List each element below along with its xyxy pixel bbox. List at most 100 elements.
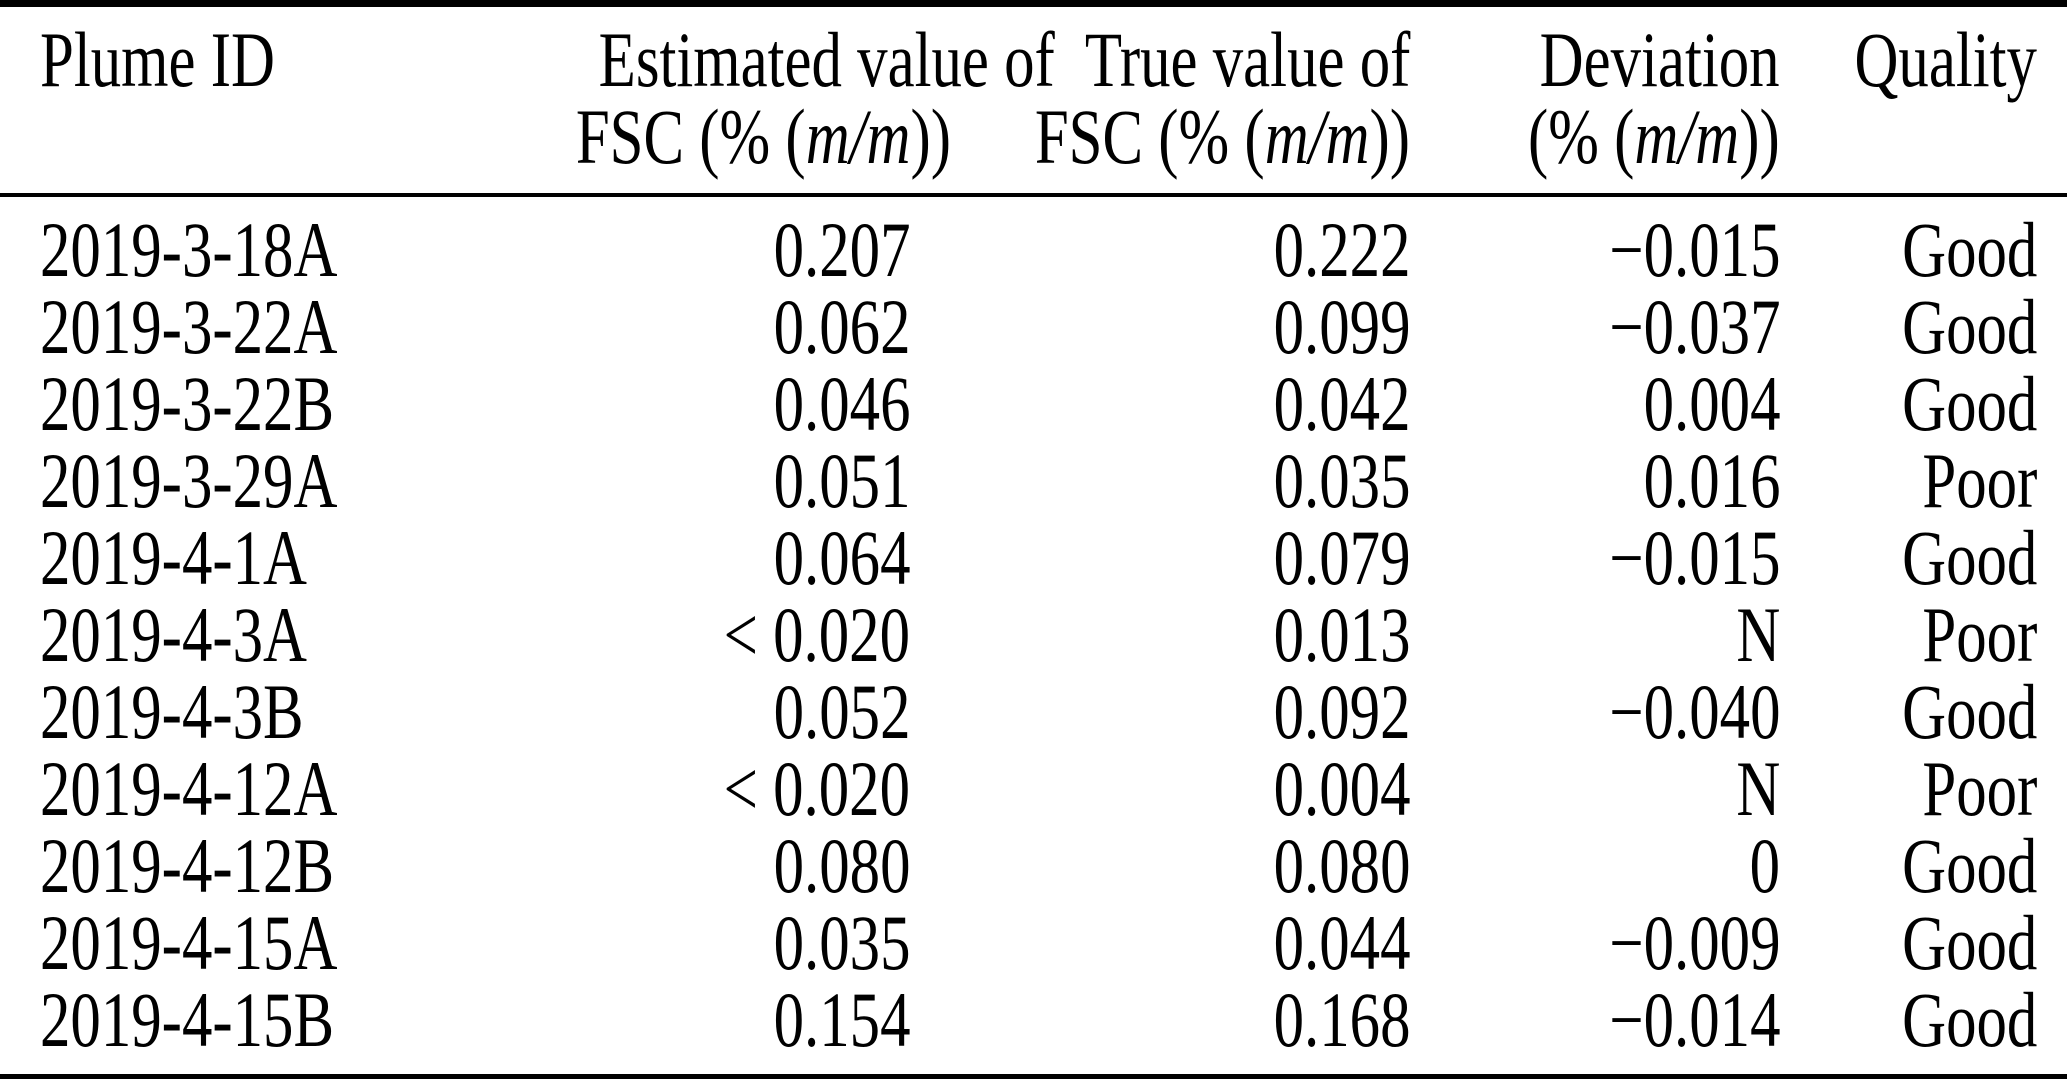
cell-text: 0.064	[773, 514, 910, 601]
table-row: 2019-4-15B 0.154 0.168 −0.014 Good	[0, 981, 2067, 1077]
unit-math: m/m	[805, 93, 911, 180]
cell-quality: Poor	[1780, 596, 2067, 674]
cell-text: −0.015	[1608, 514, 1780, 601]
cell-true-value: 0.080	[910, 822, 1410, 909]
cell-text: 0.079	[1273, 514, 1410, 601]
cell-text: 0.207	[773, 206, 910, 293]
table-row: 2019-3-29A 0.051 0.035 0.016 Poor	[0, 437, 2067, 524]
cell-plume-id: 2019-3-22A	[0, 288, 470, 366]
cell-text: −0.040	[1608, 668, 1780, 755]
cell-deviation: −0.015	[1410, 514, 1780, 601]
header-row: Plume ID Estimated value of FSC (% (m/m)…	[0, 3, 2067, 197]
header-label-line1: True value of	[1084, 16, 1410, 103]
cell-text: 0.080	[1273, 822, 1410, 909]
cell-text: 2019-3-22B	[40, 360, 335, 447]
cell-text: 0.154	[773, 976, 910, 1063]
cell-deviation: −0.009	[1410, 899, 1780, 986]
cell-text: Good	[1901, 206, 2037, 293]
table-row: 2019-3-22B 0.046 0.042 0.004 Good	[0, 360, 2067, 447]
cell-text: N	[1736, 591, 1780, 678]
cell-text: Good	[1901, 668, 2037, 755]
cell-deviation: 0	[1410, 822, 1780, 909]
cell-text: −0.037	[1608, 283, 1780, 370]
cell-deviation: −0.040	[1410, 668, 1780, 755]
unit-math: m/m	[1264, 93, 1370, 180]
cell-text: 0.099	[1273, 283, 1410, 370]
cell-quality: Good	[1780, 822, 2067, 909]
cell-text: 0.044	[1273, 899, 1410, 986]
cell-deviation: N	[1410, 591, 1780, 678]
header-label-line2: FSC (% (m/m))	[575, 93, 952, 180]
cell-text: 0.035	[773, 899, 910, 986]
cell-text: 0.035	[1273, 437, 1410, 524]
cell-text: 2019-3-18A	[40, 206, 338, 293]
cell-plume-id: 2019-3-29A	[0, 442, 470, 520]
cell-true-value: 0.092	[910, 668, 1410, 755]
cell-text: −0.015	[1608, 206, 1780, 293]
cell-estimated: 0.046	[470, 360, 910, 447]
cell-text: 0.004	[1273, 745, 1410, 832]
unit-math: m/m	[1634, 93, 1740, 180]
cell-plume-id: 2019-4-15B	[0, 981, 470, 1077]
header-label-line2: FSC (% (m/m))	[1034, 93, 1410, 180]
cell-true-value: 0.099	[910, 283, 1410, 370]
cell-text: 0.080	[773, 822, 910, 909]
cell-text: N	[1736, 745, 1780, 832]
cell-text: 0.004	[1643, 360, 1780, 447]
cell-text: Good	[1901, 976, 2037, 1063]
cell-quality: Good	[1780, 668, 2067, 755]
column-header-quality: Quality	[1780, 3, 2067, 197]
header-label: Quality	[1854, 16, 2037, 103]
column-header-estimated-fsc: Estimated value of FSC (% (m/m))	[470, 3, 1055, 197]
cell-text: 2019-4-12B	[40, 822, 335, 909]
cell-plume-id: 2019-4-15A	[0, 904, 470, 982]
cell-text: < 0.020	[723, 591, 910, 678]
cell-text: 0.046	[773, 360, 910, 447]
cell-text: 0	[1749, 822, 1780, 909]
cell-deviation: 0.004	[1410, 360, 1780, 447]
cell-text: Poor	[1922, 437, 2037, 524]
cell-deviation: −0.014	[1410, 981, 1780, 1077]
cell-quality: Poor	[1780, 437, 2067, 524]
cell-text: −0.014	[1608, 976, 1780, 1063]
cell-text: Good	[1901, 899, 2037, 986]
cell-true-value: 0.035	[910, 437, 1410, 524]
cell-estimated: 0.062	[470, 288, 910, 366]
cell-text: 0.051	[773, 437, 910, 524]
table-body: 2019-3-18A 0.207 0.222 −0.015 Good 2019-3-22A…	[0, 195, 2067, 1077]
cell-text: −0.009	[1608, 899, 1780, 986]
cell-deviation: 0.016	[1410, 437, 1780, 524]
cell-text: 0.168	[1273, 976, 1410, 1063]
cell-estimated: < 0.020	[470, 750, 910, 828]
cell-plume-id: 2019-3-22B	[0, 360, 470, 447]
cell-text: 2019-4-3B	[40, 668, 304, 755]
cell-true-value: 0.222	[910, 195, 1410, 289]
cell-deviation: −0.037	[1410, 283, 1780, 370]
cell-text: 0.052	[773, 668, 910, 755]
header-label: Plume ID	[40, 16, 275, 103]
cell-estimated: 0.080	[470, 822, 910, 909]
cell-text: Good	[1901, 514, 2037, 601]
header-label-line1: Estimated value of	[598, 16, 1055, 103]
cell-text: 0.092	[1273, 668, 1410, 755]
cell-text: 2019-4-12A	[40, 745, 338, 832]
table-row: 2019-4-3B 0.052 0.092 −0.040 Good	[0, 668, 2067, 755]
cell-true-value: 0.004	[910, 745, 1410, 832]
cell-plume-id: 2019-3-18A	[0, 195, 470, 293]
table-row: 2019-4-15A 0.035 0.044 −0.009 Good	[0, 899, 2067, 986]
cell-text: 2019-4-3A	[40, 591, 307, 678]
table-row: 2019-4-3A < 0.020 0.013 N Poor	[0, 591, 2067, 678]
cell-quality: Good	[1780, 514, 2067, 601]
cell-quality: Good	[1780, 283, 2067, 370]
cell-plume-id: 2019-4-3A	[0, 591, 470, 678]
cell-quality: Good	[1780, 365, 2067, 443]
cell-text: 0.016	[1643, 437, 1780, 524]
cell-text: Good	[1901, 283, 2037, 370]
header-label-line2: (% (m/m))	[1528, 93, 1780, 180]
cell-plume-id: 2019-4-12B	[0, 822, 470, 909]
cell-text: Good	[1901, 822, 2037, 909]
table-row: 2019-3-18A 0.207 0.222 −0.015 Good	[0, 195, 2067, 293]
cell-estimated: 0.154	[470, 981, 910, 1077]
cell-deviation: −0.015	[1410, 195, 1780, 293]
